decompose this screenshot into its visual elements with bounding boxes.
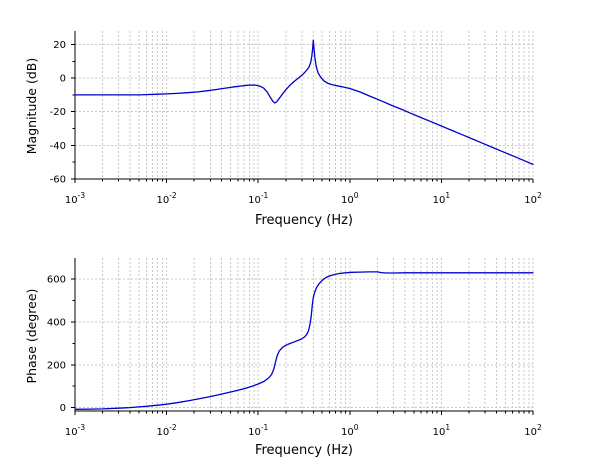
phase-response-curve [74, 271, 534, 410]
phase-tick-labels: 10-3 10-2 10-1 100 101 102 600 400 200 0 [47, 275, 542, 438]
phase-x-tick-label: 102 [524, 423, 542, 438]
magnitude-y-axis-title: Magnitude (dB) [24, 57, 39, 155]
magnitude-x-axis-title: Frequency (Hz) [254, 213, 354, 228]
phase-x-tick-label: 100 [341, 423, 359, 438]
magnitude-plot: 10-3 10-2 10-1 100 101 102 20 0 -20 -40 -60 Magnit… [24, 31, 542, 228]
phase-y-tick-label: 0 [60, 403, 66, 414]
magnitude-axes [74, 31, 533, 180]
magnitude-x-tick-label: 100 [341, 191, 359, 206]
phase-x-tick-label: 10-2 [156, 423, 176, 438]
phase-y-tick-label: 600 [47, 275, 66, 286]
phase-x-tick-label: 10-3 [65, 423, 85, 438]
phase-plot-canvas: 10-3 10-2 10-1 100 101 102 600 400 200 0 [47, 258, 542, 438]
magnitude-y-tick-label: -60 [50, 175, 66, 186]
magnitude-x-tick-label: 10-2 [156, 191, 176, 206]
magnitude-x-tick-label: 102 [524, 191, 542, 206]
phase-plot: 10-3 10-2 10-1 100 101 102 600 400 200 0 Phase (d… [0, 230, 610, 460]
magnitude-y-tick-label: 20 [53, 40, 66, 51]
magnitude-y-tick-label: -40 [50, 141, 66, 152]
magnitude-response-curve [74, 39, 534, 166]
magnitude-plot-canvas: 10-3 10-2 10-1 100 101 102 20 0 -20 -40 -60 [50, 31, 542, 206]
phase-y-tick-label: 400 [47, 317, 66, 328]
magnitude-y-tick-label: -20 [50, 107, 66, 118]
magnitude-axis-ticks [71, 43, 534, 183]
phase-y-axis-title: Phase (degree) [24, 288, 39, 384]
magnitude-tick-labels: 10-3 10-2 10-1 100 101 102 20 0 -20 -40 -60 [50, 40, 542, 206]
magnitude-x-tick-label: 10-1 [248, 191, 268, 206]
magnitude-x-tick-label: 10-3 [65, 191, 85, 206]
magnitude-y-tick-label: 0 [60, 74, 66, 85]
phase-y-tick-label: 200 [47, 360, 66, 371]
phase-x-tick-label: 10-1 [248, 423, 268, 438]
magnitude-gridlines [75, 31, 534, 180]
magnitude-x-tick-label: 101 [433, 191, 451, 206]
phase-x-axis-title: Frequency (Hz) [254, 443, 354, 458]
phase-axes [74, 258, 533, 412]
phase-gridlines [75, 258, 534, 411]
phase-x-tick-label: 101 [433, 423, 451, 438]
